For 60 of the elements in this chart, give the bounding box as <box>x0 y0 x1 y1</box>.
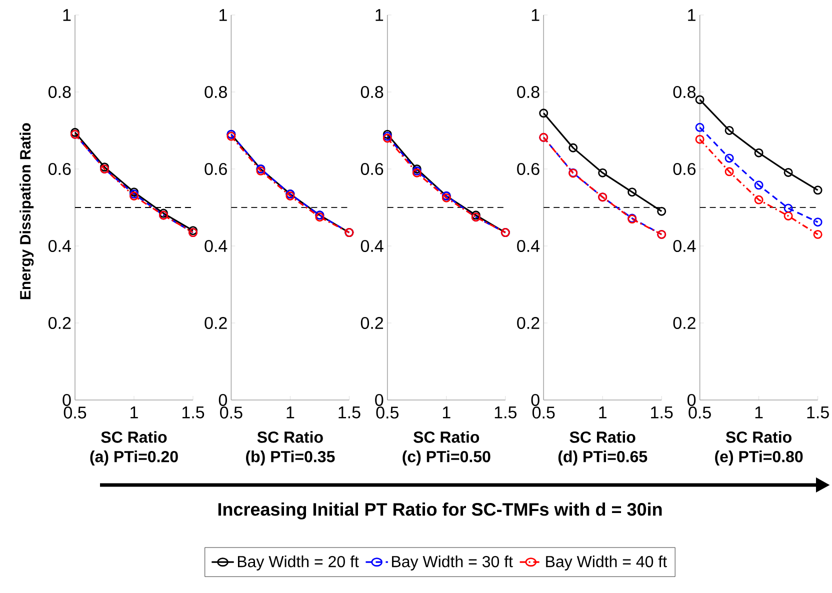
x-axis-title: SC Ratio <box>257 431 323 443</box>
y-tick-label: 0.6 <box>204 162 227 176</box>
y-tick-label: 0.2 <box>360 316 384 330</box>
y-tick-label: 1 <box>688 9 696 21</box>
y-tick-label: 0.6 <box>360 162 384 176</box>
y-tick-label: 0.6 <box>48 162 71 176</box>
y-tick-label: 0 <box>375 394 384 406</box>
text: (a) PTi=0.20 <box>90 450 178 466</box>
text: (e) PTi=0.80 <box>715 450 803 466</box>
legend-label: Bay Width = 30 ft <box>392 556 513 570</box>
y-tick-label: 0.2 <box>673 316 696 330</box>
y-tick-label: 0.4 <box>673 240 696 252</box>
y-tick-label: 1 <box>532 9 540 21</box>
x-tick-label: 1 <box>130 406 138 418</box>
x-tick-label: 0.5 <box>220 406 242 419</box>
x-axis-title: SC Ratio <box>101 431 167 443</box>
y-tick-label: 0.8 <box>673 86 696 98</box>
y-tick-label: 1 <box>376 9 384 21</box>
x-tick-label: 1.5 <box>494 406 516 418</box>
y-tick-label: 0.8 <box>204 86 227 98</box>
y-tick-label: 0 <box>62 394 71 406</box>
y-tick-label: 0.2 <box>48 316 71 330</box>
y-tick-label: 0 <box>531 394 540 406</box>
y-tick-label: 0.4 <box>517 240 540 252</box>
text: (b) PTi=0.35 <box>246 450 335 466</box>
x-tick-label: 1 <box>755 406 763 418</box>
legend-label: Bay Width = 40 ft <box>546 556 667 570</box>
y-tick-label: 0.4 <box>360 240 384 252</box>
x-tick-label: 1 <box>286 406 294 418</box>
y-tick-label: 0 <box>218 394 228 406</box>
x-tick-label: 1.5 <box>182 406 204 418</box>
x-tick-label: 1.5 <box>651 406 673 418</box>
x-tick-label: 1 <box>442 406 450 418</box>
text: Increasing Initial PT Ratio for SC-TMFs with d = 30in <box>218 502 662 520</box>
text: (c) PTi=0.50 <box>402 450 490 466</box>
y-tick-label: 0.6 <box>673 162 696 176</box>
x-tick-label: 1.5 <box>807 406 829 418</box>
y-tick-label: 0.8 <box>48 86 71 98</box>
x-axis-title: SC Ratio <box>726 431 792 443</box>
x-tick-label: 0.5 <box>64 406 86 419</box>
y-tick-label: 0.4 <box>48 240 71 252</box>
x-axis-title: SC Ratio <box>570 431 636 443</box>
y-tick-label: 0 <box>687 394 696 406</box>
legend-label: Bay Width = 20 ft <box>238 556 359 570</box>
y-tick-label: 0.4 <box>204 240 228 252</box>
x-axis-title: SC Ratio <box>414 431 480 443</box>
x-tick-label: 1.5 <box>338 406 360 418</box>
x-tick-label: 1 <box>599 406 606 418</box>
text: (d) PTi=0.65 <box>558 450 648 466</box>
y-axis-title: Energy Dissipation Ratio <box>20 123 34 300</box>
y-tick-label: 0.8 <box>517 86 540 98</box>
x-tick-label: 0.5 <box>376 406 399 419</box>
y-tick-label: 0.2 <box>204 316 227 330</box>
x-tick-label: 0.5 <box>532 406 555 419</box>
y-tick-label: 1 <box>220 9 227 21</box>
y-tick-label: 1 <box>63 9 71 21</box>
y-tick-label: 0.8 <box>360 86 384 98</box>
y-tick-label: 0.6 <box>517 162 540 176</box>
x-tick-label: 0.5 <box>688 406 711 419</box>
y-tick-label: 0.2 <box>517 316 540 330</box>
